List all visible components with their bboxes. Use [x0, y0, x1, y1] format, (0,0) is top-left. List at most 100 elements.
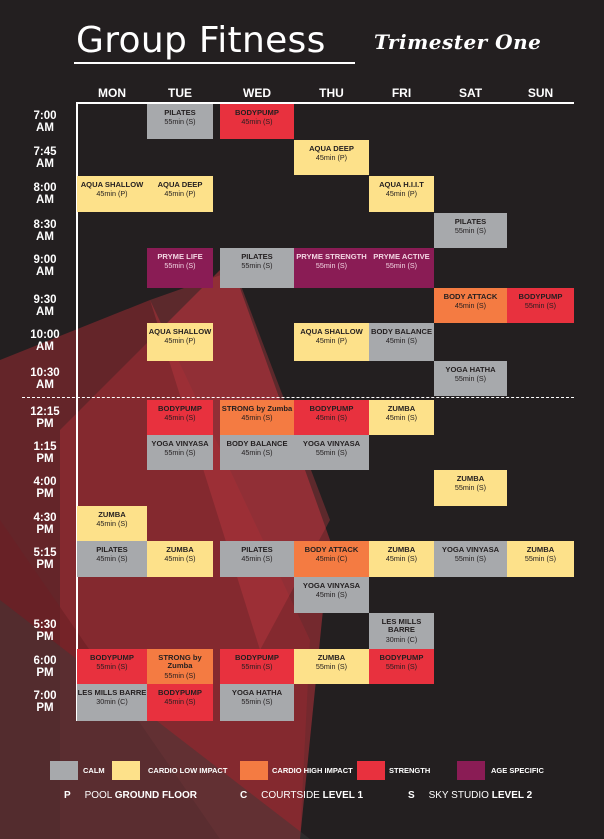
- class-cell-aqua-shallow: AQUA SHALLOW 45min (P): [77, 176, 147, 212]
- legend-label-cardio-low: CARDIO LOW IMPACT: [148, 766, 228, 775]
- class-name: PILATES: [96, 545, 128, 554]
- class-name: AQUA SHALLOW: [148, 327, 212, 336]
- location-key-c: C COURTSIDE LEVEL 1: [240, 790, 363, 801]
- class-duration: 55min (S): [164, 261, 196, 271]
- class-name: STRONG by Zumba: [158, 653, 202, 671]
- class-name: BODYPUMP: [518, 292, 563, 301]
- class-name: BODY BALANCE: [226, 439, 288, 448]
- class-cell-zumba: ZUMBA 45min (S): [369, 541, 434, 577]
- class-duration: 30min (C): [96, 697, 128, 707]
- time-label: 7:00 PM: [33, 690, 57, 714]
- class-cell-bodypump: BODYPUMP 45min (S): [147, 684, 213, 721]
- class-cell-les-mills-barre: LES MILLS BARRE 30min (C): [369, 613, 434, 649]
- class-cell-bodypump: BODYPUMP 55min (S): [220, 649, 294, 684]
- class-name: PRYME ACTIVE: [373, 252, 430, 261]
- title-underline: [74, 62, 355, 64]
- class-cell-aqua-deep: AQUA DEEP 45min (P): [294, 140, 369, 175]
- class-duration: 55min (S): [454, 483, 487, 493]
- class-name: ZUMBA: [166, 545, 194, 554]
- page-title: Group Fitness: [76, 20, 326, 61]
- time-label: 8:00 AM: [33, 182, 57, 206]
- class-duration: 45min (P): [164, 336, 196, 346]
- class-cell-body-balance: BODY BALANCE 45min (S): [220, 435, 294, 470]
- class-cell-pryme-life: PRYME LIFE 55min (S): [147, 248, 213, 288]
- class-duration: 45min (S): [241, 448, 273, 458]
- class-cell-pilates: PILATES 55min (S): [147, 104, 213, 139]
- class-name: AQUA SHALLOW: [80, 180, 144, 189]
- class-duration: 55min (S): [241, 697, 273, 707]
- day-header-fri: FRI: [391, 86, 412, 100]
- class-name: YOGA VINYASA: [302, 581, 361, 590]
- time-label: 5:15 PM: [33, 547, 57, 571]
- class-cell-yoga-vinyasa: YOGA VINYASA 55min (S): [147, 435, 213, 470]
- class-name: BODYPUMP: [158, 688, 202, 697]
- day-header-tue: TUE: [168, 86, 192, 100]
- location-code: S: [408, 790, 415, 801]
- class-cell-zumba: ZUMBA 55min (S): [434, 470, 507, 506]
- class-name: PILATES: [241, 545, 273, 554]
- location-code: P: [64, 790, 71, 801]
- legend-label-age: AGE SPECIFIC: [491, 766, 544, 775]
- class-duration: 45min (S): [454, 301, 487, 311]
- location-code: C: [240, 790, 248, 801]
- legend-label-cardio-high: CARDIO HIGH IMPACT: [272, 766, 353, 775]
- class-cell-bodypump: BODYPUMP 55min (S): [507, 288, 574, 323]
- time-label: 4:30 PM: [33, 512, 57, 536]
- class-cell-strong-by-zumba: STRONG by Zumba 55min (S): [147, 649, 213, 684]
- class-duration: 45min (P): [385, 189, 418, 199]
- class-duration: 45min (S): [315, 413, 348, 423]
- class-duration: 55min (S): [315, 662, 348, 672]
- class-name: AQUA DEEP: [157, 180, 203, 189]
- class-duration: 45min (S): [164, 413, 196, 423]
- class-duration: 45min (S): [315, 590, 348, 600]
- class-duration: 55min (S): [524, 301, 557, 311]
- class-cell-pilates: PILATES 55min (S): [434, 213, 507, 248]
- day-header-mon: MON: [98, 86, 126, 100]
- class-cell-pilates: PILATES 55min (S): [220, 248, 294, 288]
- class-cell-strong-by-zumba: STRONG by Zumba 45min (S): [220, 400, 294, 435]
- time-label: 5:30 PM: [33, 619, 57, 643]
- class-duration: 45min (S): [96, 519, 128, 529]
- class-cell-body-balance: BODY BALANCE 45min (S): [369, 323, 434, 361]
- class-cell-zumba: ZUMBA 45min (S): [77, 506, 147, 541]
- location-name: COURTSIDE: [261, 790, 320, 801]
- legend-swatch-age: [457, 761, 485, 780]
- class-cell-bodypump: BODYPUMP 45min (S): [147, 400, 213, 435]
- class-name: ZUMBA: [526, 545, 555, 554]
- class-cell-bodypump: BODYPUMP 45min (S): [294, 400, 369, 435]
- class-cell-yoga-hatha: YOGA HATHA 55min (S): [434, 361, 507, 396]
- class-name: YOGA VINYASA: [151, 439, 209, 448]
- location-name: SKY STUDIO: [428, 790, 489, 801]
- class-cell-yoga-vinyasa: YOGA VINYASA 55min (S): [434, 541, 507, 577]
- class-cell-bodypump: BODYPUMP 55min (S): [77, 649, 147, 684]
- location-key-s: S SKY STUDIO LEVEL 2: [408, 790, 532, 801]
- class-cell-aqua-shallow: AQUA SHALLOW 45min (P): [294, 323, 369, 361]
- class-duration: 55min (S): [164, 448, 196, 458]
- time-label: 10:30 AM: [30, 367, 60, 391]
- time-label: 8:30 AM: [33, 219, 57, 243]
- class-cell-yoga-vinyasa: YOGA VINYASA 55min (S): [294, 435, 369, 470]
- class-cell-pryme-strength: PRYME STRENGTH 55min (S): [294, 248, 369, 288]
- class-name: YOGA VINYASA: [441, 545, 500, 554]
- class-cell-pryme-active: PRYME ACTIVE 55min (S): [369, 248, 434, 288]
- class-duration: 45min (S): [164, 697, 196, 707]
- class-cell-zumba: ZUMBA 55min (S): [507, 541, 574, 577]
- class-cell-yoga-vinyasa: YOGA VINYASA 45min (S): [294, 577, 369, 613]
- class-name: STRONG by Zumba: [221, 404, 293, 413]
- class-cell-body-attack: BODY ATTACK 45min (S): [434, 288, 507, 323]
- class-name: LES MILLS BARRE: [77, 688, 147, 697]
- class-name: AQUA H.I.I.T: [379, 180, 424, 189]
- class-duration: 55min (S): [164, 117, 196, 127]
- class-cell-body-attack: BODY ATTACK 45min (C): [294, 541, 369, 577]
- class-name: BODYPUMP: [235, 653, 279, 662]
- header-rule: [76, 102, 574, 104]
- legend-label-calm: CALM: [83, 766, 105, 775]
- midday-divider: [22, 397, 574, 398]
- class-cell-les-mills-barre: LES MILLS BARRE 30min (C): [77, 684, 147, 721]
- class-cell-aqua-deep: AQUA DEEP 45min (P): [147, 176, 213, 212]
- class-duration: 45min (S): [385, 336, 418, 346]
- class-name: PRYME STRENGTH: [296, 252, 367, 261]
- class-cell-yoga-hatha: YOGA HATHA 55min (S): [220, 684, 294, 721]
- location-name: POOL: [84, 790, 112, 801]
- time-axis-rule: [76, 102, 78, 721]
